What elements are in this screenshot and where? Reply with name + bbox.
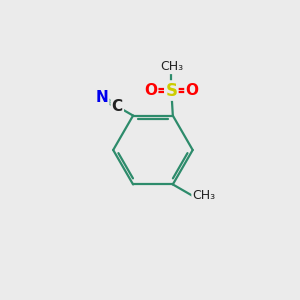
Text: CH₃: CH₃ [192,189,215,202]
Text: N: N [96,90,108,105]
Text: O: O [144,83,157,98]
Text: S: S [165,82,177,100]
Text: O: O [185,83,199,98]
Text: C: C [112,99,123,114]
Text: CH₃: CH₃ [160,61,183,74]
